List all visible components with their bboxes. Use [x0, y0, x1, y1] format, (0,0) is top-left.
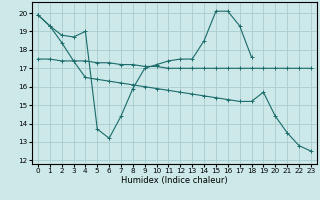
X-axis label: Humidex (Indice chaleur): Humidex (Indice chaleur): [121, 176, 228, 185]
